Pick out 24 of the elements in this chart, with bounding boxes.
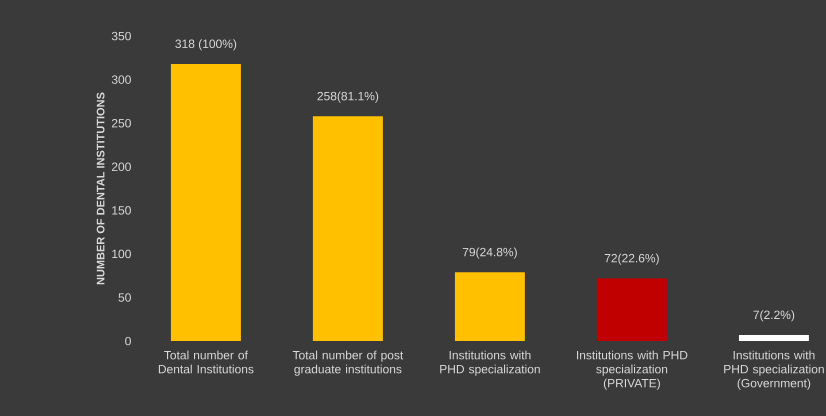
x-tick-label: Total number of Dental Institutions	[158, 350, 254, 374]
y-tick-label: 0	[125, 336, 131, 346]
y-tick-label: 150	[112, 206, 131, 215]
y-tick-label: 50	[118, 293, 131, 302]
x-tick-label: Institutions with PHD specialization (Government)	[724, 350, 824, 390]
x-tick-label: Total number of post graduate institutions	[292, 350, 404, 376]
bar	[454, 272, 525, 342]
data-label: 79(24.8%)	[462, 248, 517, 259]
data-label: 7(2.2%)	[754, 310, 794, 322]
y-tick-label: 300	[112, 75, 131, 84]
y-tick-label: 250	[112, 118, 131, 128]
x-tick-label: Institutions with PHD specialization	[440, 350, 540, 376]
bar	[738, 334, 809, 342]
data-label: 318 (100%)	[175, 39, 236, 50]
bar	[596, 278, 667, 342]
x-tick-label: Institutions with PHD specialization (PRIVATE)	[577, 350, 688, 390]
data-label: 72(22.6%)	[604, 254, 659, 265]
bar	[312, 116, 383, 342]
y-axis-title: NUMBER OF DENTAL INSTITUTIONS	[96, 92, 104, 284]
y-tick-label: 100	[112, 250, 131, 258]
bar	[170, 64, 241, 342]
y-tick-label: 350	[112, 32, 131, 40]
y-tick-label: 200	[112, 162, 131, 172]
data-label: 258(81.1%)	[317, 92, 378, 103]
